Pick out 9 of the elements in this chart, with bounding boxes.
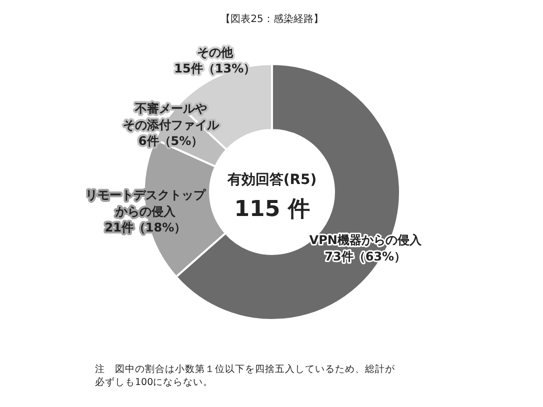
data-label: 6件（5%） — [138, 134, 204, 148]
slice-label: その他 — [196, 46, 234, 60]
text: 有効回答(R5) — [226, 172, 317, 188]
slice-label: リモートデスクトップからの侵入 — [85, 188, 206, 218]
data-label: 15件（13%） — [174, 62, 256, 76]
text: 115 件 — [234, 197, 310, 222]
text: 注 図中の割合は小数第１位以下を四捨五入しているため、総計が必ずしも100にならない。 — [95, 363, 396, 388]
slice-label: 不審メールやその添付ファイル — [122, 102, 220, 132]
chart-title: 【図表25：感染経路】 — [220, 13, 324, 25]
